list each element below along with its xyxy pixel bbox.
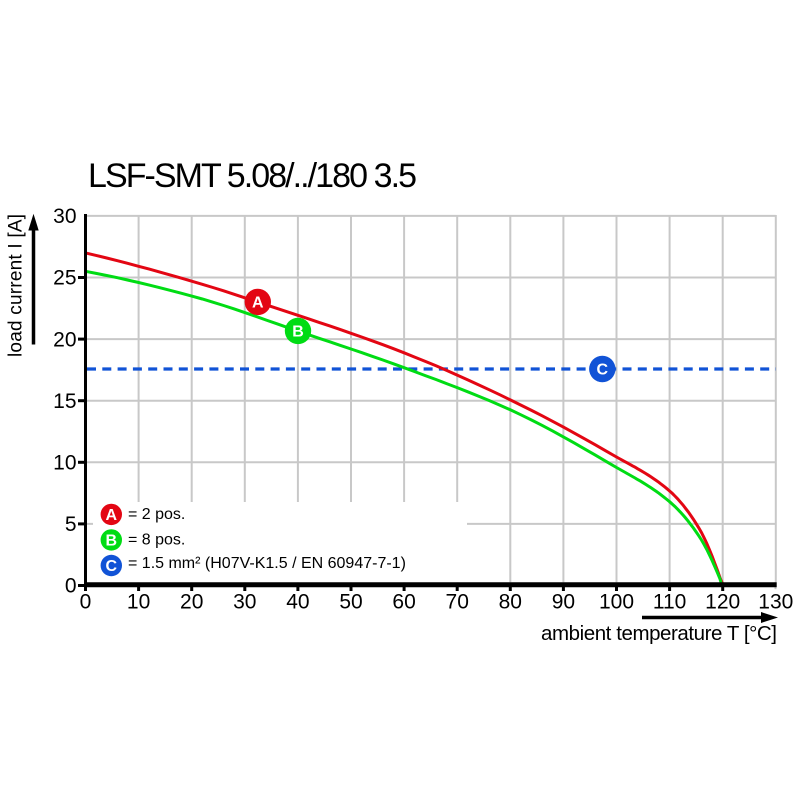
svg-text:60: 60 — [392, 591, 415, 614]
svg-text:100: 100 — [599, 591, 634, 614]
svg-text:50: 50 — [339, 591, 362, 614]
svg-text:= 2 pos.: = 2 pos. — [128, 506, 185, 523]
svg-text:A: A — [106, 507, 118, 524]
svg-text:30: 30 — [233, 591, 256, 614]
svg-text:25: 25 — [53, 267, 76, 290]
svg-text:110: 110 — [653, 591, 686, 614]
svg-text:0: 0 — [65, 575, 77, 598]
svg-text:80: 80 — [499, 591, 522, 614]
svg-text:0: 0 — [80, 591, 92, 614]
svg-text:10: 10 — [127, 591, 150, 614]
svg-text:120: 120 — [705, 591, 740, 614]
svg-text:B: B — [292, 323, 304, 340]
svg-text:30: 30 — [53, 205, 76, 228]
svg-text:40: 40 — [286, 591, 309, 614]
svg-text:90: 90 — [552, 591, 575, 614]
svg-text:C: C — [106, 558, 118, 575]
svg-text:C: C — [597, 362, 609, 379]
svg-text:20: 20 — [180, 591, 203, 614]
svg-text:A: A — [252, 294, 264, 311]
svg-text:70: 70 — [446, 591, 469, 614]
svg-text:15: 15 — [53, 390, 76, 413]
svg-text:B: B — [106, 532, 118, 549]
svg-text:load current I [A]: load current I [A] — [6, 214, 27, 357]
svg-text:ambient temperature T [°C]: ambient temperature T [°C] — [541, 622, 777, 645]
svg-text:= 1.5 mm² (H07V-K1.5 / EN 6094: = 1.5 mm² (H07V-K1.5 / EN 60947-7-1) — [128, 555, 406, 572]
svg-text:LSF-SMT 5.08/../180 3.5: LSF-SMT 5.08/../180 3.5 — [88, 157, 417, 195]
svg-text:130: 130 — [758, 591, 793, 614]
svg-text:20: 20 — [53, 328, 76, 351]
svg-text:5: 5 — [65, 513, 77, 536]
svg-text:= 8 pos.: = 8 pos. — [128, 532, 185, 549]
svg-text:10: 10 — [53, 452, 76, 475]
